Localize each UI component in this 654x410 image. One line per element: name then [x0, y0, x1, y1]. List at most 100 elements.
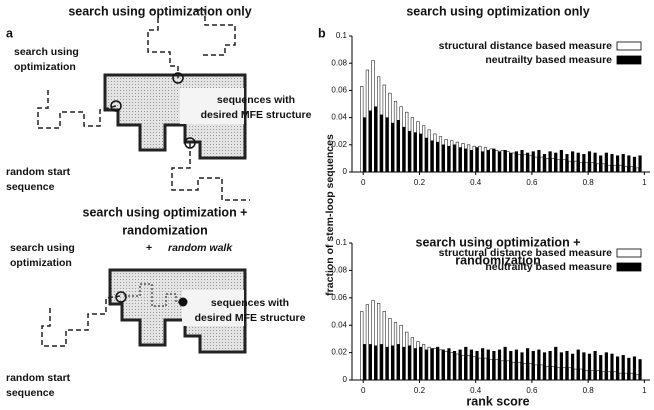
bar — [577, 350, 580, 380]
bar — [366, 70, 369, 172]
bar — [394, 322, 397, 380]
panel-label: b — [318, 26, 326, 40]
x-tick-label: 0.4 — [470, 386, 482, 395]
bar — [540, 365, 543, 380]
bar — [487, 350, 490, 380]
bar — [568, 368, 571, 380]
bar — [417, 342, 420, 380]
bar — [456, 354, 459, 380]
label: sequences with — [211, 297, 289, 309]
y-tick-label: 0.06 — [331, 293, 347, 302]
bar — [521, 150, 524, 172]
bar — [625, 167, 628, 172]
label: desired MFE structure — [201, 109, 312, 121]
bar — [597, 370, 600, 380]
label: random start — [6, 372, 71, 384]
bar — [619, 373, 622, 380]
bar — [479, 358, 482, 380]
bar — [419, 347, 422, 380]
bar — [552, 158, 555, 172]
bar — [608, 372, 611, 380]
label: optimization — [14, 61, 76, 73]
legend-label: neutrailty based measure — [485, 261, 612, 273]
bar — [372, 301, 375, 380]
bar — [391, 346, 394, 380]
bar — [459, 350, 462, 380]
y-tick-label: 0.06 — [331, 86, 347, 95]
bar — [445, 351, 448, 380]
bar — [360, 312, 363, 381]
bar — [554, 347, 557, 380]
bar — [552, 366, 555, 380]
label: search using — [10, 242, 75, 254]
label: desired MFE structure — [195, 312, 306, 324]
bar — [597, 164, 600, 172]
bar — [557, 160, 560, 172]
bar — [509, 153, 512, 172]
bar — [611, 354, 614, 380]
bar — [450, 353, 453, 380]
bar — [583, 154, 586, 172]
bar — [622, 154, 625, 172]
bar — [417, 122, 420, 172]
bar — [546, 158, 549, 172]
bar — [633, 157, 636, 172]
bar — [453, 351, 456, 380]
bar — [633, 357, 636, 380]
bar — [613, 372, 616, 380]
bar — [504, 347, 507, 380]
bar — [405, 332, 408, 380]
bar — [493, 351, 496, 380]
bar — [372, 60, 375, 172]
bar — [574, 369, 577, 380]
bar — [411, 338, 414, 380]
bar — [563, 368, 566, 380]
bar — [425, 138, 428, 172]
bar — [628, 358, 631, 380]
bar — [591, 370, 594, 380]
y-tick-label: 0.08 — [331, 266, 347, 275]
chart-title: search using optimization only — [406, 4, 589, 18]
bar — [566, 154, 569, 172]
bar — [411, 118, 414, 172]
x-tick-label: 1 — [642, 386, 647, 395]
bar — [414, 133, 417, 172]
legend-swatch — [617, 56, 641, 64]
bar — [602, 164, 605, 172]
bar — [476, 351, 479, 380]
bar — [611, 154, 614, 172]
diagram-title: randomization — [122, 223, 207, 237]
bar — [630, 373, 633, 380]
bar — [521, 353, 524, 380]
bar — [628, 156, 631, 172]
bar — [532, 351, 535, 380]
bar — [484, 358, 487, 380]
bar — [414, 348, 417, 380]
y-tick-label: 0.02 — [331, 348, 347, 357]
x-tick-label: 0.8 — [583, 178, 595, 187]
bar — [504, 150, 507, 172]
bar — [546, 366, 549, 380]
bar — [473, 357, 476, 380]
bar — [568, 161, 571, 172]
bar — [422, 344, 425, 380]
bar — [400, 325, 403, 380]
label: optimization — [10, 257, 72, 269]
y-tick-label: 0.04 — [331, 113, 347, 122]
label: random walk — [168, 242, 233, 254]
bar — [459, 148, 462, 172]
bar — [467, 355, 470, 380]
x-tick-label: 0.2 — [414, 386, 426, 395]
bar — [543, 353, 546, 380]
label: sequence — [6, 387, 55, 399]
bar — [580, 162, 583, 172]
bar — [636, 168, 639, 172]
bar — [484, 148, 487, 172]
bar — [498, 152, 501, 172]
bar — [507, 361, 510, 380]
bar — [405, 112, 408, 172]
bar — [574, 161, 577, 172]
bar — [434, 348, 437, 380]
bar — [369, 344, 372, 380]
bar — [397, 120, 400, 172]
